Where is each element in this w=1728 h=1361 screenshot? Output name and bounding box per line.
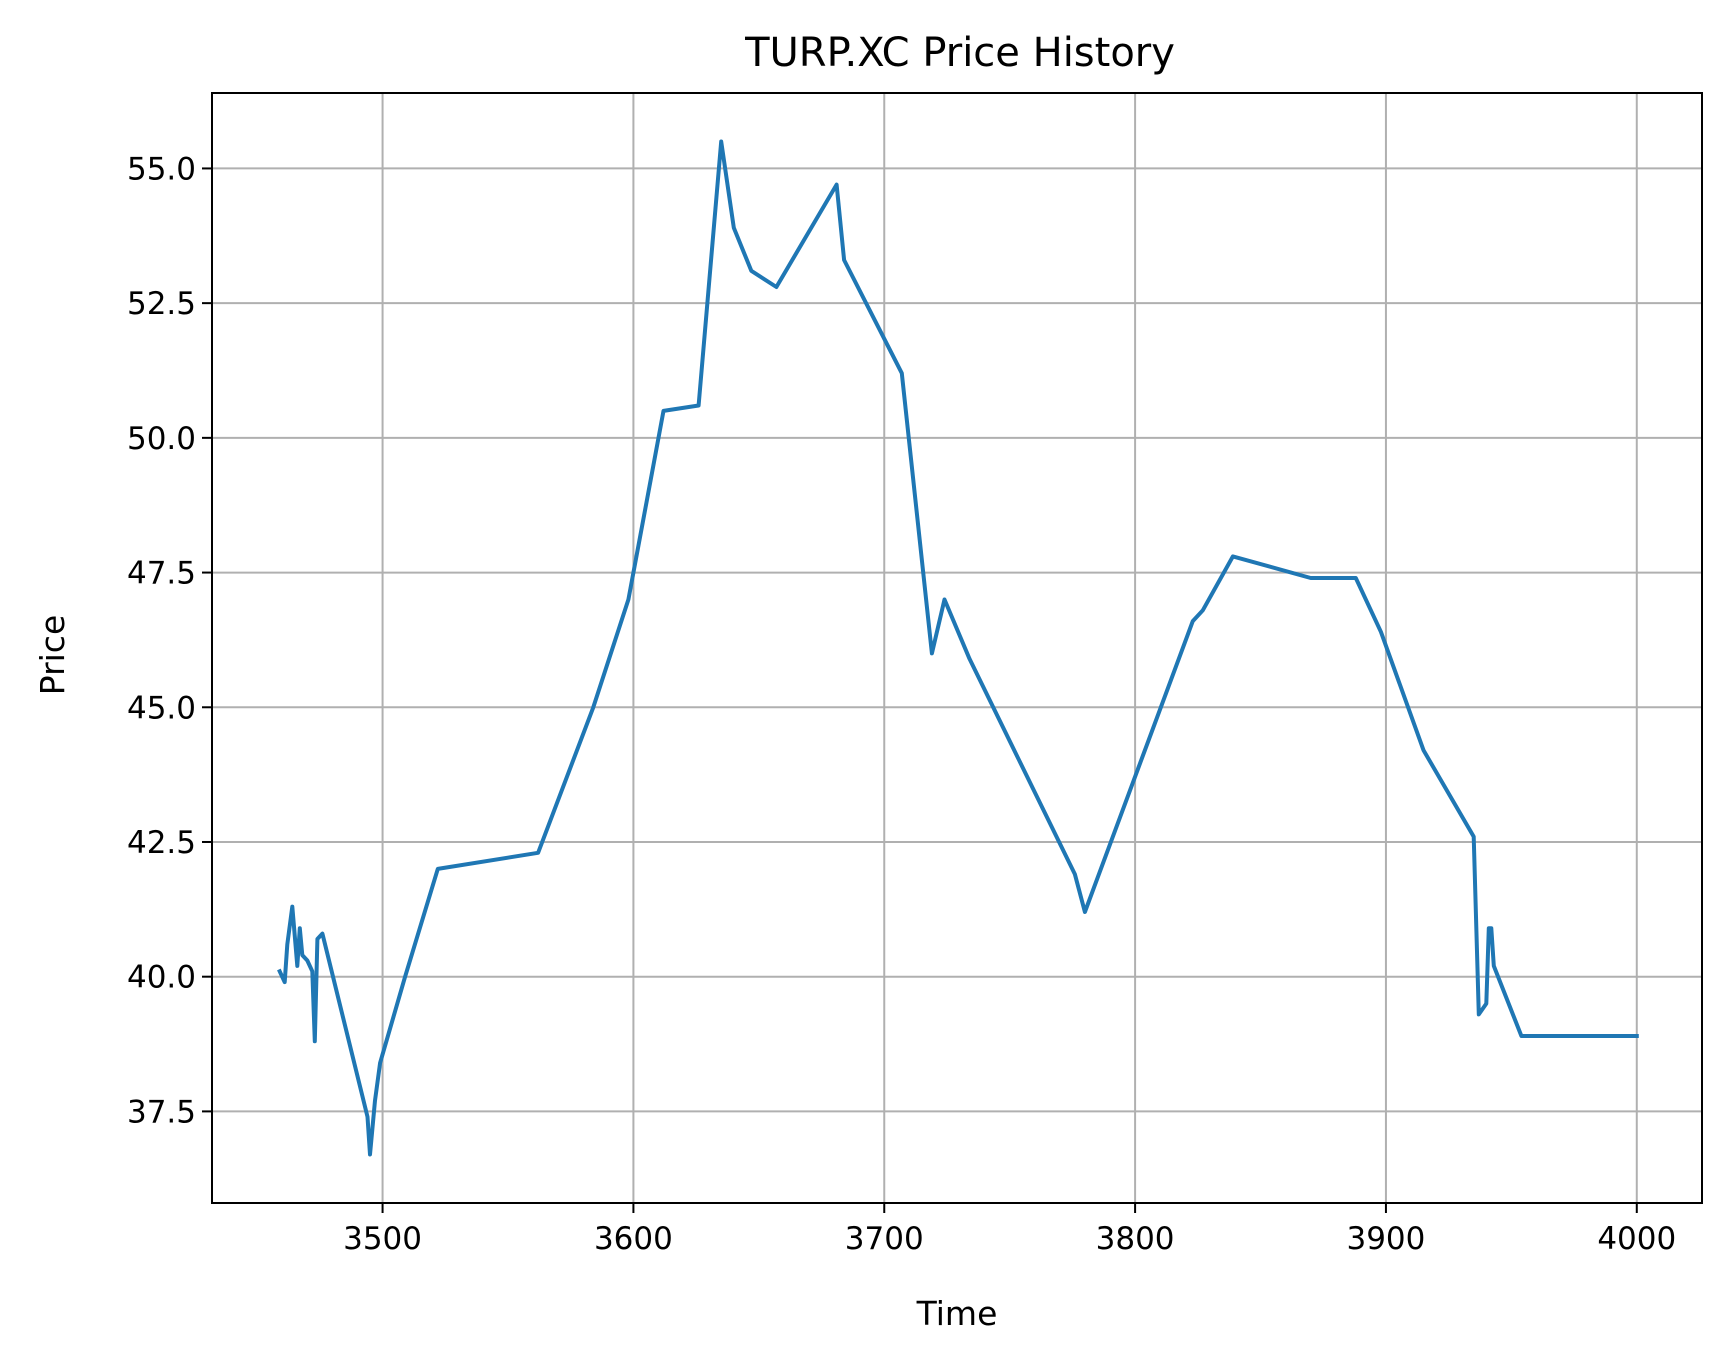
y-tick-label: 47.5 [127, 556, 196, 592]
y-tick-label: 37.5 [127, 1094, 196, 1130]
plot-frame [211, 92, 1703, 1204]
y-axis-label: Price [33, 615, 72, 696]
x-tick-label: 3500 [343, 1221, 422, 1257]
y-tick-label: 45.0 [127, 690, 196, 726]
axis-ticks: 3500 3600 3700 3800 3900 4000 37.5 40.0 42.5 45.0… [127, 151, 1676, 1257]
x-tick-label: 3600 [594, 1221, 673, 1257]
plot-area [277, 139, 1639, 1157]
grid-lines [212, 93, 1702, 1203]
x-tick-label: 4000 [1597, 1221, 1676, 1257]
y-tick-label: 50.0 [127, 421, 196, 457]
chart-title: TURP.XC Price History [744, 30, 1175, 76]
y-tick-label: 40.0 [127, 960, 196, 996]
x-tick-label: 3900 [1346, 1221, 1425, 1257]
y-tick-label: 55.0 [127, 151, 196, 187]
x-tick-label: 3700 [845, 1221, 924, 1257]
x-tick-label: 3800 [1096, 1221, 1175, 1257]
y-tick-label: 52.5 [127, 286, 196, 322]
price-series-line [277, 139, 1639, 1157]
y-tick-label: 42.5 [127, 825, 196, 861]
x-axis-label: Time [916, 1294, 998, 1333]
